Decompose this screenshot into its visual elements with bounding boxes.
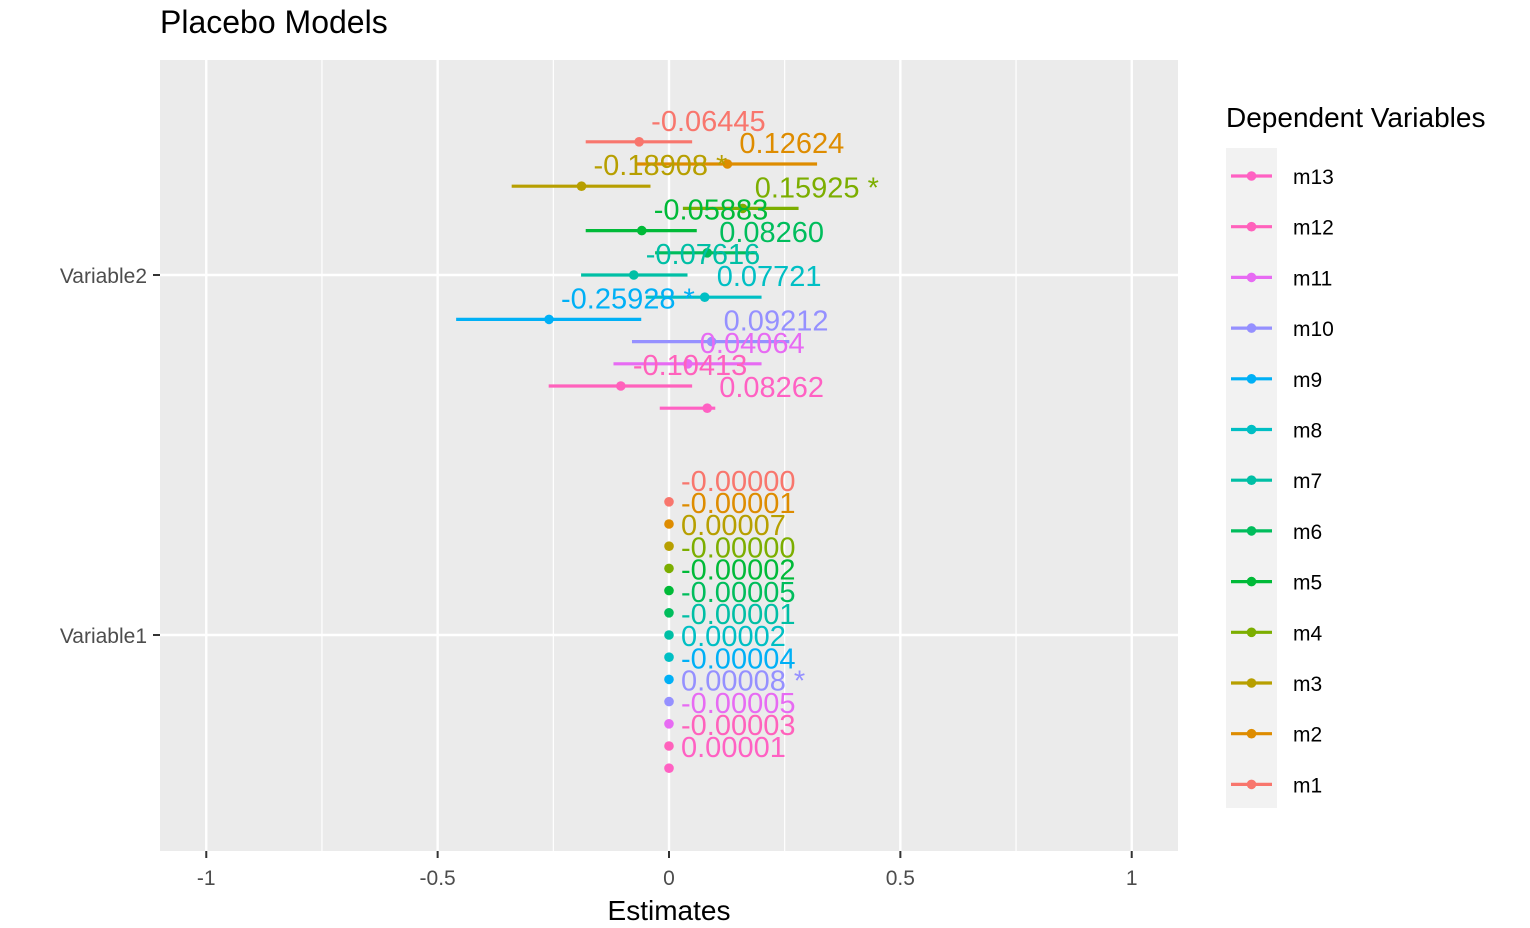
legend-label: m10: [1293, 318, 1334, 341]
label-m4: -0.00000: [681, 532, 796, 564]
legend-label: m6: [1293, 521, 1322, 544]
point-m3: [576, 181, 587, 191]
point-m7: [664, 630, 674, 640]
point-m1: [664, 497, 674, 507]
legend-label: m3: [1293, 673, 1322, 696]
label-m6: 0.08260: [719, 217, 824, 249]
label-m6: -0.00005: [681, 577, 796, 609]
label-m10: 0.00008 *: [681, 666, 805, 698]
label-m1: -0.00000: [681, 466, 796, 498]
label-m2: -0.00001: [681, 488, 796, 520]
x-tick-label: 0.5: [886, 867, 915, 890]
label-m8: 0.00002: [681, 621, 786, 653]
point-m4: [664, 563, 674, 574]
legend-label: m2: [1293, 724, 1322, 747]
label-m10: 0.09212: [724, 306, 829, 338]
point-m6: [664, 608, 674, 618]
legend-label: m5: [1293, 572, 1322, 595]
legend-label: m13: [1293, 166, 1334, 189]
label-m13: 0.00001: [681, 732, 786, 764]
label-m8: 0.07721: [717, 261, 822, 293]
point-m9: [664, 674, 674, 685]
legend-key-point: [1246, 221, 1257, 232]
point-m3: [664, 541, 674, 551]
point-m1: [634, 137, 644, 147]
legend-key-point: [1246, 475, 1257, 486]
point-m8: [664, 652, 674, 662]
label-m3: -0.18908 *: [594, 150, 728, 182]
legend-key-point: [1246, 779, 1257, 790]
x-tick-label: 0: [663, 867, 675, 890]
y-tick-label: Variable1: [60, 625, 147, 648]
point-m11: [683, 359, 693, 369]
label-m12: -0.10413: [633, 350, 748, 382]
estimate-labels: 0.082620.00001-0.10413-0.000030.04064-0.…: [561, 106, 879, 764]
legend-label: m8: [1293, 420, 1322, 443]
point-m2: [664, 519, 674, 529]
x-axis: -1 -0.5 0 0.5 1: [197, 851, 1138, 890]
point-m12: [664, 741, 674, 751]
legend-key-point: [1246, 323, 1257, 333]
point-m10: [664, 696, 674, 707]
x-tick-label: 1: [1126, 867, 1138, 890]
point-m13: [664, 763, 674, 773]
point-m8: [699, 292, 710, 303]
legend-label: m7: [1293, 470, 1322, 493]
point-m9: [544, 314, 554, 325]
legend-key-point: [1246, 374, 1257, 384]
data-marks: [456, 137, 818, 773]
legend-label: m12: [1293, 217, 1334, 240]
legend-key-point: [1246, 171, 1257, 181]
point-m13: [702, 403, 713, 414]
point-m12: [616, 381, 626, 391]
x-tick-label: -1: [197, 867, 216, 890]
legend-key-point: [1246, 627, 1257, 638]
label-m5: -0.05883: [654, 195, 769, 227]
y-axis: Variable1 Variable2: [60, 265, 160, 648]
label-m9: -0.00004: [681, 643, 796, 675]
legend-key-point: [1246, 424, 1257, 435]
legend-label: m1: [1293, 774, 1322, 797]
point-m2: [722, 159, 733, 169]
legend-label: m11: [1293, 267, 1332, 290]
point-m5: [664, 585, 674, 596]
label-m11: -0.00005: [681, 688, 796, 720]
point-m5: [636, 225, 647, 236]
legend-key-point: [1246, 678, 1257, 688]
point-m4: [737, 203, 748, 214]
minor-gridlines: [321, 60, 1017, 851]
y-tick-label: Variable2: [60, 265, 147, 288]
point-m6: [702, 248, 713, 258]
legend-key-point: [1246, 272, 1257, 283]
legend-label: m9: [1293, 369, 1322, 392]
legend-label: m4: [1293, 622, 1322, 645]
chart-title: Placebo Models: [160, 4, 388, 40]
point-m10: [706, 336, 717, 347]
legend-key-point: [1246, 526, 1257, 536]
label-m7: -0.00001: [681, 599, 796, 631]
x-axis-title: Estimates: [608, 895, 731, 926]
legend-key-point: [1246, 576, 1257, 587]
x-tick-label: -0.5: [420, 867, 456, 890]
label-m4: 0.15925 *: [755, 172, 879, 204]
point-m11: [664, 719, 674, 729]
label-m12: -0.00003: [681, 710, 796, 742]
point-m7: [628, 270, 639, 280]
label-m2: 0.12624: [739, 128, 844, 160]
legend: Dependent Variables m13 m12 m11 m10 m9 m8 m7 m6…: [1226, 102, 1485, 808]
legend-title: Dependent Variables: [1226, 102, 1485, 133]
label-m11: 0.04064: [700, 328, 805, 360]
label-m3: 0.00007: [681, 510, 786, 542]
label-m1: -0.06445: [651, 106, 766, 138]
label-m7: -0.07616: [646, 239, 761, 271]
label-m13: 0.08262: [719, 372, 824, 404]
label-m5: -0.00002: [681, 555, 796, 587]
label-m9: -0.25928 *: [561, 283, 695, 315]
legend-key-point: [1246, 728, 1257, 739]
